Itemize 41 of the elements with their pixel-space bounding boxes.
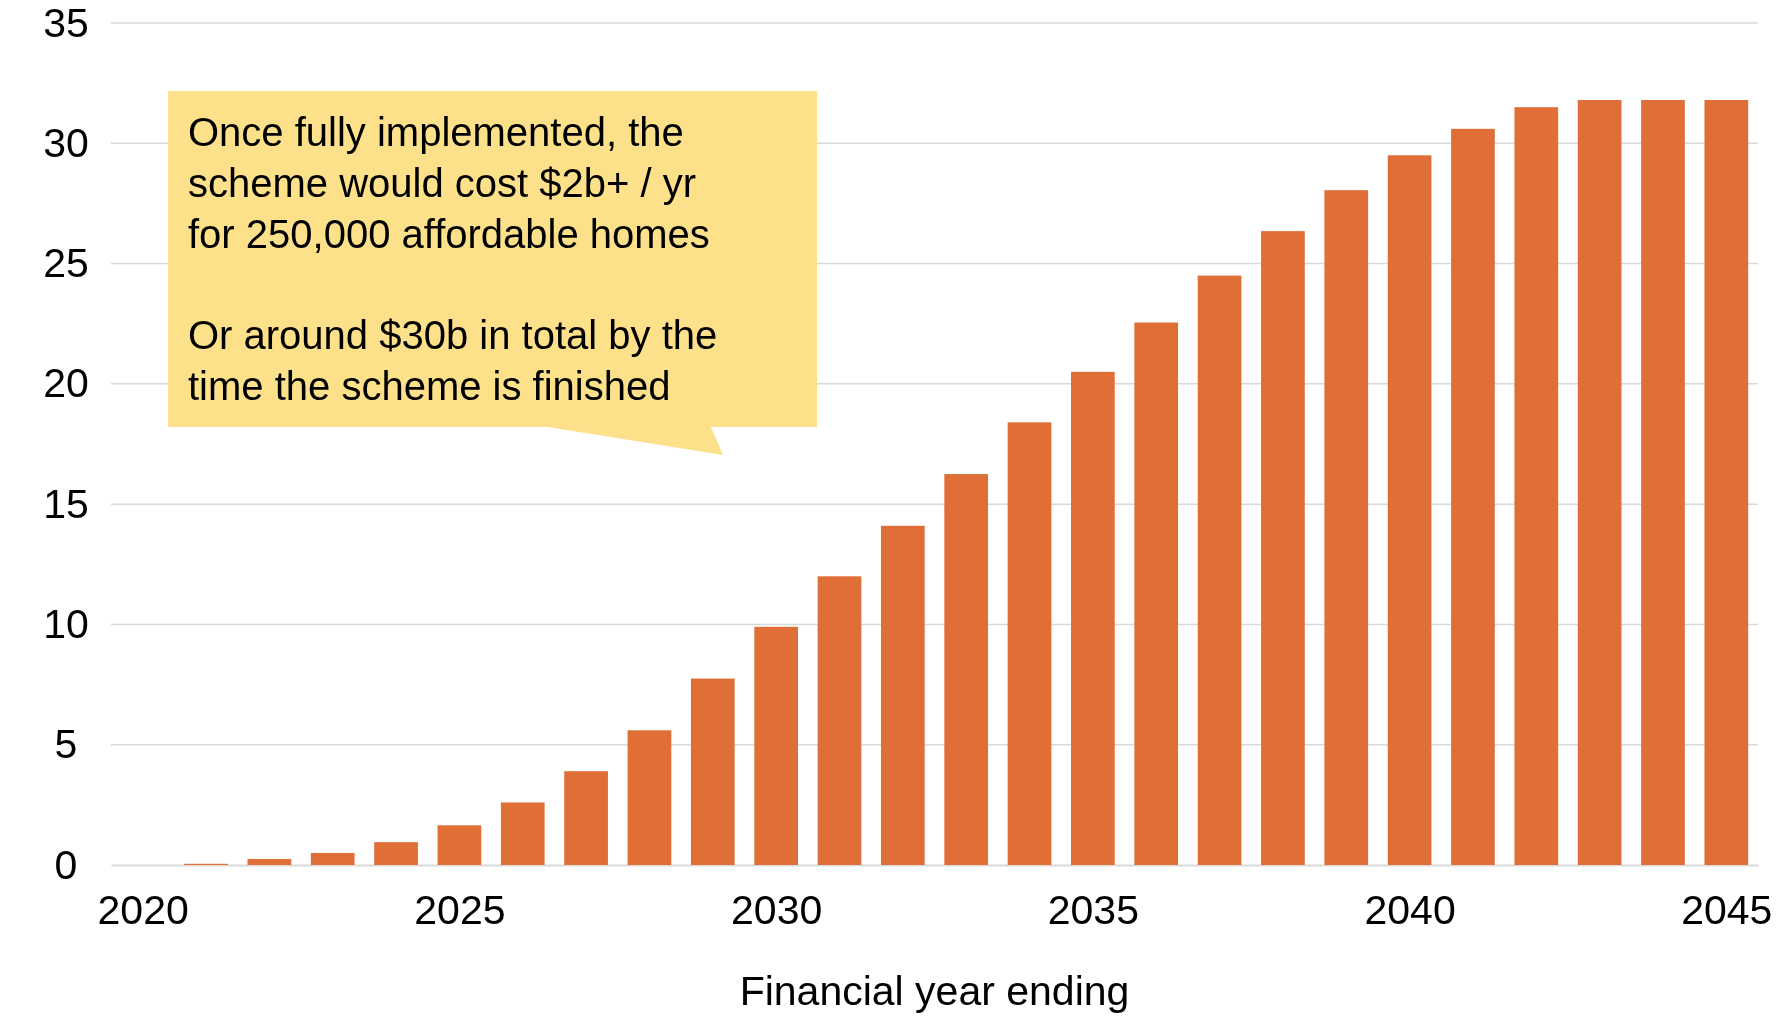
bar <box>944 474 989 865</box>
y-tick-label: 5 <box>54 721 78 768</box>
y-tick-label: 15 <box>43 480 89 527</box>
y-tick-label: 25 <box>43 240 89 287</box>
bar <box>1197 275 1242 865</box>
bar <box>564 771 608 865</box>
bar <box>1324 190 1369 865</box>
y-tick-label: 35 <box>43 0 89 46</box>
bar <box>690 678 735 865</box>
bar <box>1134 322 1179 865</box>
x-axis-title: Financial year ending <box>739 968 1130 1014</box>
bar <box>1451 128 1495 865</box>
bar <box>374 842 418 865</box>
x-tick-label: 2045 <box>1681 887 1773 934</box>
bar <box>1387 155 1432 865</box>
bar <box>247 858 292 865</box>
y-tick-label: 0 <box>54 841 78 888</box>
x-tick-label: 2025 <box>414 887 506 934</box>
bar <box>1514 107 1559 865</box>
bar <box>1071 371 1115 865</box>
y-tick-label: 30 <box>43 119 89 166</box>
bar <box>1704 99 1749 865</box>
bar <box>627 730 672 865</box>
bar <box>754 626 798 865</box>
bar <box>1577 99 1622 865</box>
y-tick-label: 20 <box>43 360 89 407</box>
bar <box>1261 231 1305 865</box>
bar <box>437 825 482 865</box>
bar <box>1007 422 1052 865</box>
bar <box>500 802 545 865</box>
bar <box>880 525 925 865</box>
x-tick-label: 2040 <box>1364 887 1456 934</box>
annotation: Once fully implemented, the scheme would cost $2b+ / yr for 250,000 affordable homes <box>188 110 710 256</box>
bar <box>310 852 355 865</box>
x-tick-label: 2030 <box>731 887 823 934</box>
bar <box>817 576 862 865</box>
x-tick-label: 2035 <box>1047 887 1139 934</box>
annotation: Or around $30b in total by the time the scheme is finished <box>188 313 718 408</box>
x-tick-label: 2020 <box>97 887 189 934</box>
y-tick-label: 10 <box>43 601 89 648</box>
bar <box>1641 99 1685 865</box>
